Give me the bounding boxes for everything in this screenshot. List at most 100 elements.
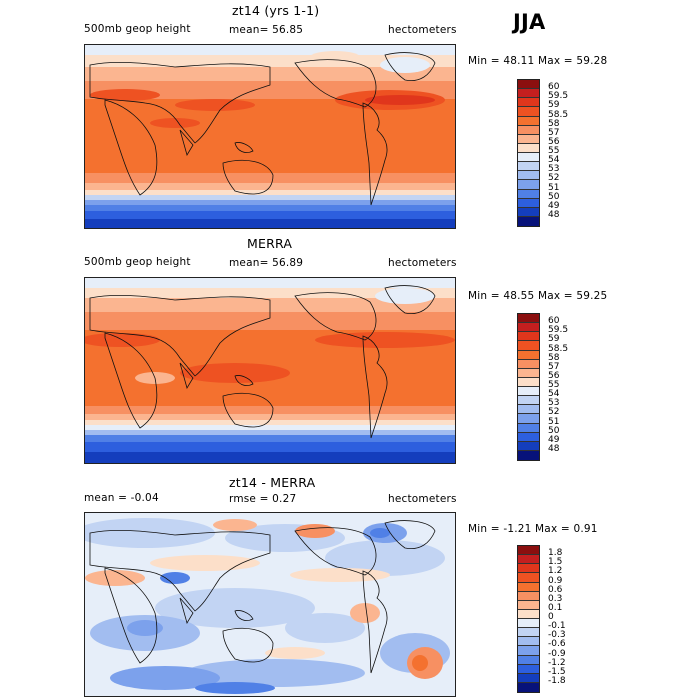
colorbar-swatch bbox=[518, 423, 539, 433]
panel-title: zt14 - MERRA bbox=[229, 475, 316, 490]
colorbar-swatch bbox=[518, 664, 539, 674]
colorbar-swatch bbox=[518, 368, 539, 378]
colorbar-tick-label: 48 bbox=[548, 209, 560, 220]
colorbar-swatch bbox=[518, 116, 539, 126]
colorbar-tick-label: -0.9 bbox=[548, 648, 566, 659]
colorbar-tick-label: 52 bbox=[548, 407, 560, 418]
colorbar-tick-label: 50 bbox=[548, 191, 560, 202]
colorbar-swatch bbox=[518, 646, 539, 656]
panel-title: zt14 (yrs 1-1) bbox=[232, 3, 320, 18]
colorbar-tick-label: -0.1 bbox=[548, 621, 566, 632]
colorbar-difference bbox=[517, 545, 540, 693]
min-max-readout: Min = 48.55 Max = 59.25 bbox=[468, 290, 607, 302]
colorbar-tick-label: 59.5 bbox=[548, 325, 569, 336]
colorbar-swatch bbox=[518, 134, 539, 144]
panel-title: MERRA bbox=[247, 236, 293, 251]
max-value: 59.25 bbox=[576, 290, 608, 302]
colorbar-tick-label: 59.5 bbox=[548, 91, 569, 102]
colorbar-tick-label: -1.2 bbox=[548, 657, 566, 668]
colorbar-tick-label: 51 bbox=[548, 416, 560, 427]
colorbar-tick-label: 1.8 bbox=[548, 548, 563, 559]
colorbar-swatch bbox=[518, 198, 539, 208]
min-label: Min = bbox=[468, 290, 500, 302]
colorbar-swatch bbox=[518, 189, 539, 199]
map-merra-geopotential bbox=[84, 277, 456, 464]
colorbar-merra bbox=[517, 313, 540, 461]
max-value: 59.28 bbox=[576, 55, 608, 67]
colorbar-tick-label: 57 bbox=[548, 361, 560, 372]
colorbar-tick-label: 54 bbox=[548, 155, 560, 166]
colorbar-swatch bbox=[518, 582, 539, 592]
colorbar-swatch bbox=[518, 673, 539, 683]
colorbar-tick-label: 51 bbox=[548, 182, 560, 193]
colorbar-tick-label: 59 bbox=[548, 100, 560, 111]
colorbar-swatch bbox=[518, 450, 539, 460]
colorbar-swatch bbox=[518, 332, 539, 342]
min-label: Min = bbox=[468, 523, 500, 535]
min-value: 48.11 bbox=[503, 55, 535, 67]
colorbar-swatch bbox=[518, 180, 539, 190]
colorbar-tick-label: -0.6 bbox=[548, 639, 566, 650]
colorbar-tick-label: 0.9 bbox=[548, 575, 563, 586]
season-label: JJA bbox=[513, 10, 546, 34]
colorbar-swatch bbox=[518, 432, 539, 442]
colorbar-swatch bbox=[518, 414, 539, 424]
colorbar-tick-label: 49 bbox=[548, 200, 560, 211]
colorbar-swatch bbox=[518, 350, 539, 360]
colorbar-tick-label: 1.2 bbox=[548, 566, 563, 577]
max-label: Max = bbox=[537, 290, 573, 302]
colorbar-swatch bbox=[518, 323, 539, 333]
colorbar-swatch bbox=[518, 314, 539, 324]
mean-stat: mean= 56.85 bbox=[229, 24, 304, 36]
units-label: hectometers bbox=[388, 257, 457, 269]
colorbar-swatch bbox=[518, 628, 539, 638]
colorbar-tick-label: 48 bbox=[548, 443, 560, 454]
max-label: Max = bbox=[535, 523, 570, 535]
colorbar-tick-label: 50 bbox=[548, 425, 560, 436]
colorbar-tick-label: 57 bbox=[548, 127, 560, 138]
colorbar-tick-label: 1.5 bbox=[548, 557, 563, 568]
colorbar-tick-label: 0 bbox=[548, 612, 554, 622]
colorbar-swatch bbox=[518, 564, 539, 574]
colorbar-swatch bbox=[518, 359, 539, 369]
diff-mean-stat: mean = -0.04 bbox=[84, 492, 159, 504]
colorbar-swatch bbox=[518, 600, 539, 610]
colorbar-tick-label: 52 bbox=[548, 173, 560, 184]
colorbar-tick-label: 54 bbox=[548, 389, 560, 400]
max-label: Max = bbox=[537, 55, 573, 67]
rmse-stat: rmse = 0.27 bbox=[229, 493, 297, 505]
colorbar-swatch bbox=[518, 341, 539, 351]
colorbar-tick-label: 58.5 bbox=[548, 343, 569, 354]
colorbar-swatch bbox=[518, 377, 539, 387]
colorbar-swatch bbox=[518, 546, 539, 556]
colorbar-tick-label: 55 bbox=[548, 146, 560, 156]
colorbar-swatch bbox=[518, 405, 539, 415]
colorbar-swatch bbox=[518, 387, 539, 397]
colorbar-swatch bbox=[518, 573, 539, 583]
colorbar-swatch bbox=[518, 637, 539, 647]
colorbar-swatch bbox=[518, 655, 539, 665]
colorbar-tick-label: -0.3 bbox=[548, 630, 566, 641]
colorbar-swatch bbox=[518, 143, 539, 153]
colorbar-swatch bbox=[518, 207, 539, 217]
colorbar-tick-label: 0.3 bbox=[548, 593, 563, 604]
units-label: hectometers bbox=[388, 24, 457, 36]
colorbar-tick-label: 56 bbox=[548, 136, 560, 147]
colorbar-swatch bbox=[518, 591, 539, 601]
colorbar-tick-label: 58 bbox=[548, 118, 560, 129]
field-label: 500mb geop height bbox=[84, 23, 191, 35]
colorbar-swatch bbox=[518, 98, 539, 108]
colorbar-swatch bbox=[518, 80, 539, 90]
min-value: -1.21 bbox=[503, 523, 532, 535]
colorbar-swatch bbox=[518, 171, 539, 181]
map-difference bbox=[84, 512, 456, 697]
colorbar-tick-label: 60 bbox=[548, 316, 560, 327]
colorbar-tick-label: 0.6 bbox=[548, 584, 563, 595]
max-value: 0.91 bbox=[573, 523, 598, 535]
colorbar-swatch bbox=[518, 396, 539, 406]
colorbar-swatch bbox=[518, 555, 539, 565]
colorbar-tick-label: -1.8 bbox=[548, 675, 566, 686]
colorbar-swatch bbox=[518, 216, 539, 226]
colorbar-tick-label: 58 bbox=[548, 352, 560, 363]
units-label: hectometers bbox=[388, 493, 457, 505]
